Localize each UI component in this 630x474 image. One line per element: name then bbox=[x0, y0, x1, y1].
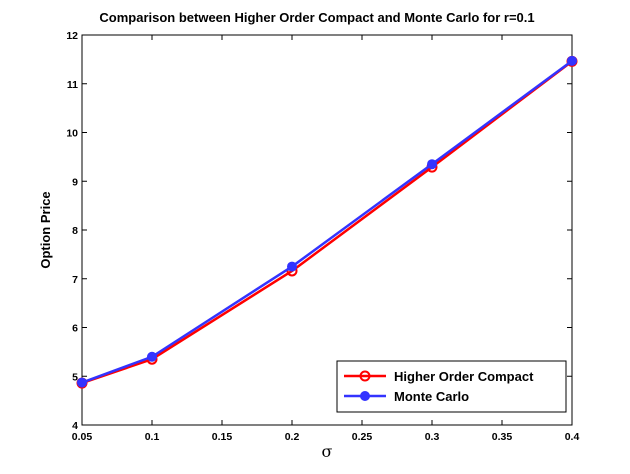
y-tick-label: 8 bbox=[72, 225, 78, 237]
data-point-monte-carlo bbox=[147, 351, 157, 362]
data-point-monte-carlo bbox=[567, 55, 577, 66]
x-tick-label: 0.2 bbox=[285, 431, 300, 443]
legend-label-monte-carlo: Monte Carlo bbox=[394, 389, 469, 404]
legend: Higher Order Compact Monte Carlo bbox=[336, 360, 567, 413]
x-tick-label: 0.1 bbox=[145, 431, 160, 443]
y-tick-label: 9 bbox=[72, 176, 78, 188]
y-tick-label: 4 bbox=[72, 420, 78, 432]
data-point-monte-carlo bbox=[77, 377, 87, 388]
series-layer bbox=[76, 55, 578, 389]
y-axis-ticks: 4 5 6 7 8 9 10 11 12 bbox=[66, 30, 572, 432]
y-tick-label: 10 bbox=[66, 128, 78, 140]
x-tick-label: 0.05 bbox=[72, 431, 93, 443]
x-axis-label: σ bbox=[322, 442, 333, 461]
y-tick-label: 6 bbox=[72, 323, 78, 335]
legend-label-higher-order-compact: Higher Order Compact bbox=[394, 369, 534, 384]
x-tick-label: 0.25 bbox=[352, 431, 373, 443]
data-point-monte-carlo bbox=[287, 261, 297, 272]
x-tick-label: 0.35 bbox=[492, 431, 513, 443]
legend-marker-higher-order-compact bbox=[359, 370, 371, 382]
chart-title: Comparison between Higher Order Compact … bbox=[99, 10, 534, 25]
y-tick-label: 5 bbox=[72, 371, 78, 383]
axes-box bbox=[81, 34, 573, 426]
y-tick-label: 12 bbox=[66, 30, 78, 42]
y-tick-label: 7 bbox=[72, 274, 78, 286]
x-tick-label: 0.3 bbox=[425, 431, 440, 443]
y-axis-label: Option Price bbox=[38, 191, 53, 268]
y-tick-label: 11 bbox=[67, 79, 78, 91]
x-tick-label: 0.4 bbox=[565, 431, 580, 443]
legend-box bbox=[336, 360, 567, 413]
legend-marker-monte-carlo bbox=[360, 391, 370, 401]
plot-area: 0.05 0.1 0.15 0.2 0.25 0.3 0.35 0.4 4 5 6 7 8 9 10 11 1… bbox=[66, 30, 579, 443]
data-point-monte-carlo bbox=[427, 159, 437, 170]
x-axis-ticks: 0.05 0.1 0.15 0.2 0.25 0.3 0.35 0.4 bbox=[72, 35, 580, 443]
x-tick-label: 0.15 bbox=[212, 431, 233, 443]
